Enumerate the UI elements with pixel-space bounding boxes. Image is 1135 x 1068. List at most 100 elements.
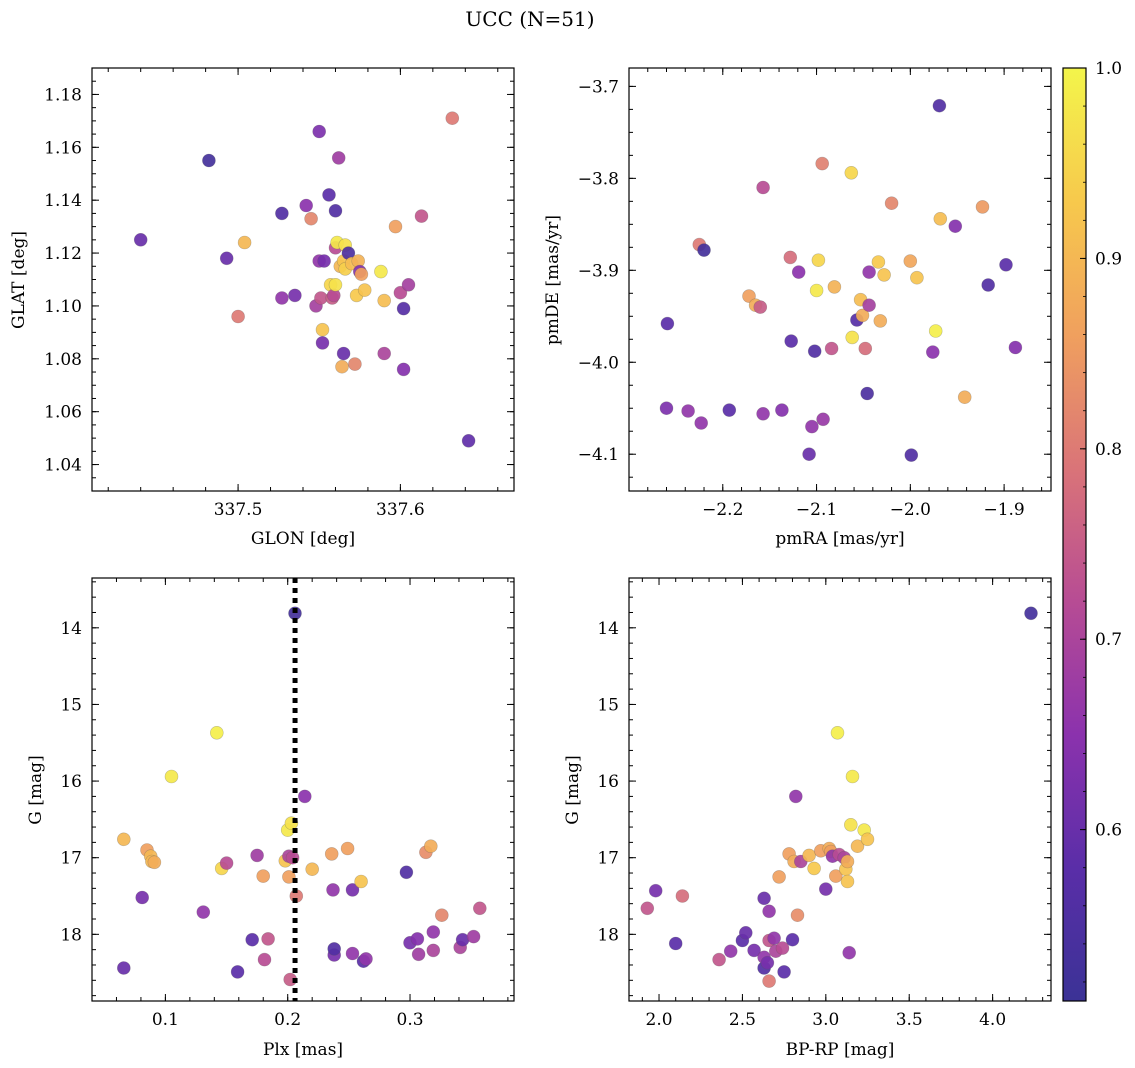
y-tick-label: −3.9 <box>578 261 619 281</box>
y-tick-label: 1.08 <box>44 350 82 370</box>
data-point <box>261 932 275 946</box>
y-tick-label: 14 <box>597 619 619 639</box>
x-tick-label: 4.0 <box>979 1010 1006 1030</box>
data-point <box>681 404 695 418</box>
data-point <box>237 235 252 250</box>
data-point <box>377 346 392 361</box>
data-point <box>738 925 753 940</box>
y-tick-label: 1.14 <box>44 191 82 211</box>
data-point <box>840 854 855 869</box>
data-point <box>393 285 408 300</box>
scatter-points-pmra-pmde <box>659 98 1023 462</box>
data-point <box>811 253 826 268</box>
data-point <box>862 298 876 313</box>
data-point <box>275 291 289 305</box>
panel-glon-glat: 337.5 337.6 1.04 1.06 1.08 1.10 1.12 1.14 1.16 1.… <box>9 67 515 549</box>
data-point <box>315 336 330 350</box>
data-point <box>135 890 149 905</box>
data-point <box>359 952 373 966</box>
data-point <box>133 233 148 247</box>
data-point <box>1008 340 1023 355</box>
data-point <box>117 961 131 975</box>
data-point <box>219 251 234 266</box>
data-point <box>414 209 429 223</box>
data-point <box>855 308 870 323</box>
data-point <box>807 344 822 359</box>
data-point <box>315 322 330 337</box>
data-point <box>345 883 360 897</box>
data-point <box>328 204 343 218</box>
data-point <box>807 861 821 876</box>
data-point <box>257 952 272 967</box>
data-point <box>873 314 888 328</box>
colorbar-tick-label: 0.6 <box>1095 821 1122 841</box>
data-point <box>884 196 899 210</box>
ylabel-pmde: pmDE [mas/yr] <box>543 215 563 345</box>
data-point <box>648 883 663 898</box>
y-tick-label: 15 <box>60 695 82 715</box>
data-point <box>757 891 771 906</box>
data-point <box>933 212 948 226</box>
y-tick-label: 14 <box>60 619 82 639</box>
colorbar-tick-label: 1.0 <box>1095 59 1122 79</box>
y-tick-label: −4.1 <box>578 445 619 465</box>
data-point <box>828 869 843 883</box>
y-tick-label: −3.8 <box>578 169 619 189</box>
y-tick-label: 1.18 <box>44 85 82 105</box>
data-point <box>824 341 839 356</box>
ticks-glon-glat: 337.5 337.6 1.04 1.06 1.08 1.10 1.12 1.14 1.16 1.… <box>44 67 514 520</box>
data-point <box>877 268 891 282</box>
data-point <box>117 832 131 847</box>
data-point <box>910 270 924 285</box>
data-point <box>981 278 996 292</box>
scatter-points-glon-glat <box>133 111 476 448</box>
data-point <box>904 448 919 462</box>
data-point <box>345 946 360 961</box>
xlabel-pmra: pmRA [mas/yr] <box>775 529 904 549</box>
data-point <box>377 293 392 308</box>
y-tick-label: 17 <box>597 849 619 869</box>
data-point <box>426 943 441 958</box>
data-point <box>327 942 342 956</box>
x-tick-label: −1.9 <box>983 500 1024 520</box>
ylabel-glat: GLAT [deg] <box>9 231 29 329</box>
y-tick-label: 18 <box>60 925 82 945</box>
scatter-points-bprp-g <box>640 606 1038 988</box>
data-point <box>354 267 369 282</box>
panel-plx-g: 0.1 0.2 0.3 14 15 16 17 18 Plx [mas] G [mag] <box>26 577 515 1060</box>
x-tick-label: 0.3 <box>397 1010 424 1030</box>
data-point <box>219 856 234 870</box>
data-point <box>461 433 476 448</box>
data-point <box>827 280 842 294</box>
ticks-pmra-pmde: −2.2 −2.1 −2.0 −1.9 −4.1 −4.0 −3.9 −3.8 −3.7 <box>578 68 1051 520</box>
y-tick-label: 1.12 <box>44 244 82 264</box>
data-point <box>250 848 264 863</box>
data-point <box>756 406 770 421</box>
data-point <box>328 277 343 292</box>
data-point <box>282 870 296 884</box>
data-point <box>210 725 224 740</box>
data-point <box>357 283 372 297</box>
data-point <box>858 341 873 356</box>
data-point <box>694 416 709 430</box>
x-tick-label: −2.2 <box>702 500 743 520</box>
plot-frame-plx-g <box>91 577 515 1002</box>
figure-title: UCC (N=51) <box>465 7 594 31</box>
y-tick-label: 18 <box>597 925 619 945</box>
data-point <box>928 324 943 338</box>
data-point <box>777 965 791 979</box>
data-point <box>230 965 245 979</box>
data-point <box>466 929 481 944</box>
data-point <box>762 904 776 919</box>
data-point <box>399 865 414 880</box>
data-point <box>840 874 855 889</box>
data-point <box>756 180 770 195</box>
data-point <box>196 905 211 919</box>
data-point <box>957 390 972 405</box>
data-point <box>860 386 875 401</box>
x-tick-label: −2.0 <box>890 500 931 520</box>
plot-frame-pmra-pmde <box>628 67 1052 492</box>
data-point <box>802 848 816 863</box>
x-tick-label: 0.2 <box>274 1010 301 1030</box>
